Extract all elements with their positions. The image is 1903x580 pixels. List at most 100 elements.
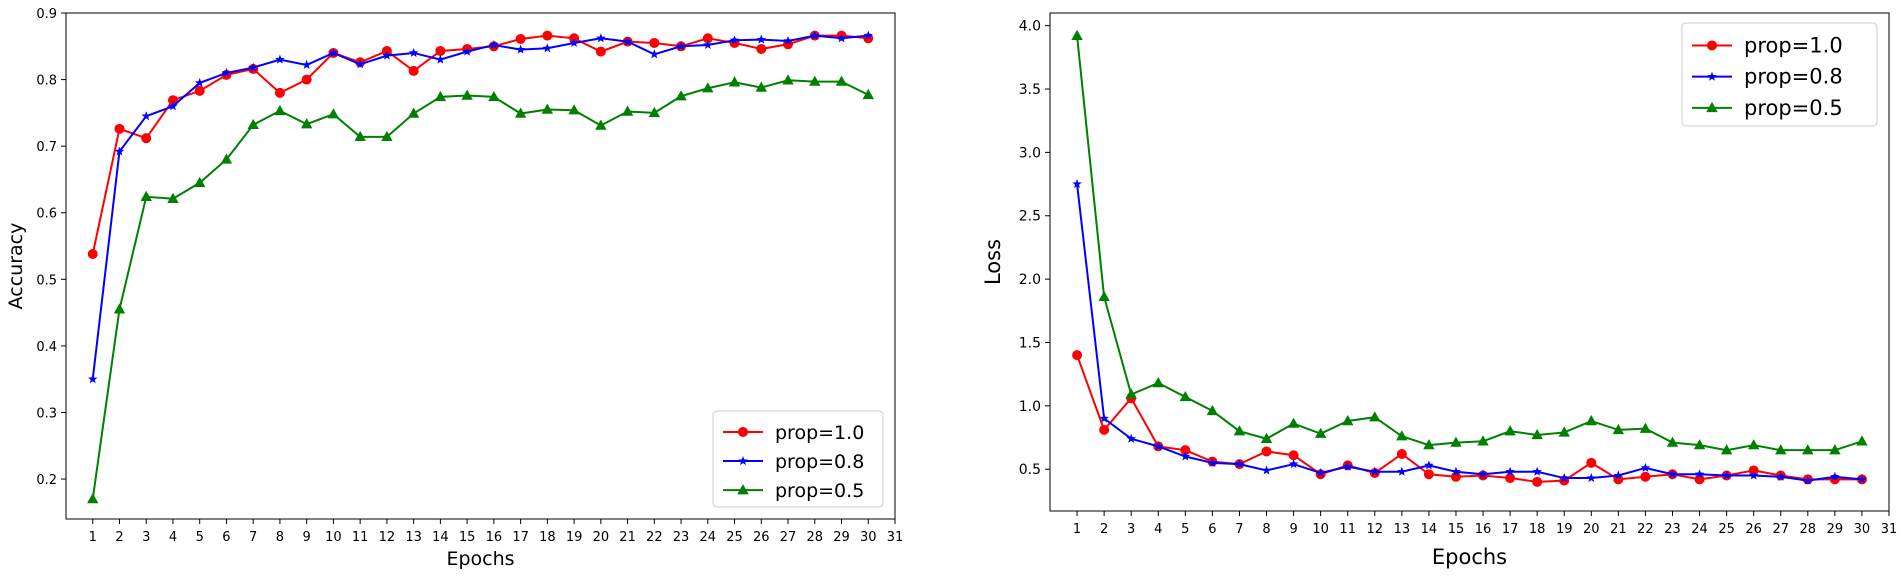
data-point xyxy=(1396,448,1407,459)
data-point xyxy=(113,303,126,314)
data-point xyxy=(542,43,553,53)
data-point xyxy=(809,75,821,86)
data-point xyxy=(1260,432,1273,443)
data-point xyxy=(274,87,285,98)
data-point xyxy=(568,104,580,115)
series-line-1 xyxy=(91,34,869,255)
series-line-1 xyxy=(1076,354,1862,483)
x-tick-label: 18 xyxy=(539,530,556,545)
x-tick-label: 5 xyxy=(1181,522,1189,537)
y-axis-label: Loss xyxy=(981,239,1005,285)
data-point xyxy=(275,54,285,64)
data-point xyxy=(810,30,820,40)
x-tick-label: 8 xyxy=(276,530,284,545)
data-point xyxy=(435,45,446,56)
data-point xyxy=(1099,413,1109,423)
data-point xyxy=(461,89,473,100)
x-tick-label: 2 xyxy=(1100,522,1108,537)
data-point xyxy=(1775,471,1786,481)
data-point xyxy=(1342,415,1354,426)
data-point xyxy=(407,107,420,118)
legend-box xyxy=(1681,22,1878,127)
data-point xyxy=(755,81,767,92)
x-tick-label: 27 xyxy=(1772,522,1789,537)
x-tick-label: 30 xyxy=(1854,522,1871,537)
data-point xyxy=(1261,465,1272,475)
data-point xyxy=(1424,460,1434,470)
data-point xyxy=(167,192,179,203)
data-point xyxy=(1532,466,1542,476)
x-tick-label: 14 xyxy=(432,530,449,545)
x-tick-label: 6 xyxy=(1208,522,1216,537)
x-tick-label: 2 xyxy=(115,530,123,545)
data-point xyxy=(1098,290,1110,302)
data-point xyxy=(327,108,340,119)
data-point xyxy=(728,76,741,87)
x-axis-label: Epochs xyxy=(446,548,514,570)
data-point xyxy=(1396,430,1408,441)
data-point xyxy=(1504,425,1516,436)
legend-marker xyxy=(738,456,748,466)
legend: prop=1.0 prop=0.8 prop=0.5 xyxy=(1681,22,1878,127)
data-point xyxy=(435,54,446,64)
data-point xyxy=(1640,462,1651,472)
data-point xyxy=(1531,428,1543,440)
x-tick-label: 22 xyxy=(1637,522,1654,537)
data-point xyxy=(408,47,419,57)
y-tick-label: 1.0 xyxy=(1019,399,1041,415)
data-point xyxy=(595,119,607,130)
series-line-2 xyxy=(91,34,869,380)
series-line-2 xyxy=(1076,183,1863,482)
y-tick-label: 1.5 xyxy=(1019,335,1041,351)
x-tick-label: 27 xyxy=(780,530,797,545)
data-point xyxy=(382,50,392,60)
data-point xyxy=(783,35,793,46)
data-point xyxy=(141,133,152,144)
y-tick-label: 0.4 xyxy=(36,340,57,355)
data-point xyxy=(1667,469,1678,479)
data-point xyxy=(1802,444,1814,455)
data-point xyxy=(1126,433,1136,443)
data-point xyxy=(328,47,339,57)
data-point xyxy=(703,39,713,49)
data-point xyxy=(1856,435,1868,446)
data-point xyxy=(1423,439,1435,450)
data-point xyxy=(489,39,499,49)
data-point xyxy=(729,35,740,45)
data-point xyxy=(1559,473,1569,483)
data-point xyxy=(1612,423,1625,435)
x-tick-label: 11 xyxy=(352,530,369,545)
plot-frame xyxy=(65,12,896,520)
x-tick-label: 6 xyxy=(222,530,230,545)
data-point xyxy=(462,46,472,56)
series-markers-3 xyxy=(87,74,874,504)
data-point xyxy=(408,65,419,76)
x-tick-label: 15 xyxy=(459,530,476,545)
x-tick-label: 17 xyxy=(512,530,529,545)
data-point xyxy=(355,59,365,69)
chart-2: 1 2 3 4 5 6 7 8 9 10 11 12 13 14 15 16 17 18 19 20 21 22 23 24 2… xyxy=(981,12,1897,569)
data-point xyxy=(1721,470,1732,480)
data-point xyxy=(1314,427,1327,438)
data-point xyxy=(541,103,554,114)
data-point xyxy=(675,90,687,101)
y-tick-label: 4.0 xyxy=(1019,19,1041,35)
legend-marker xyxy=(738,426,748,437)
legend-label: prop=0.8 xyxy=(775,451,864,473)
data-point xyxy=(515,44,526,54)
data-point xyxy=(1315,467,1326,478)
x-tick-label: 29 xyxy=(833,530,850,545)
x-tick-label: 16 xyxy=(486,530,503,545)
data-point xyxy=(596,33,606,43)
data-point xyxy=(1829,444,1841,455)
x-tick-label: 29 xyxy=(1827,522,1844,537)
series-markers-1 xyxy=(1072,350,1867,487)
x-tick-label: 5 xyxy=(196,530,204,545)
data-point xyxy=(702,82,714,93)
data-point xyxy=(1370,466,1380,476)
x-tick-label: 7 xyxy=(1235,522,1243,537)
data-point xyxy=(1369,411,1381,422)
x-tick-label: 24 xyxy=(700,530,717,545)
data-point xyxy=(1532,476,1543,487)
x-tick-label: 21 xyxy=(1610,522,1627,537)
